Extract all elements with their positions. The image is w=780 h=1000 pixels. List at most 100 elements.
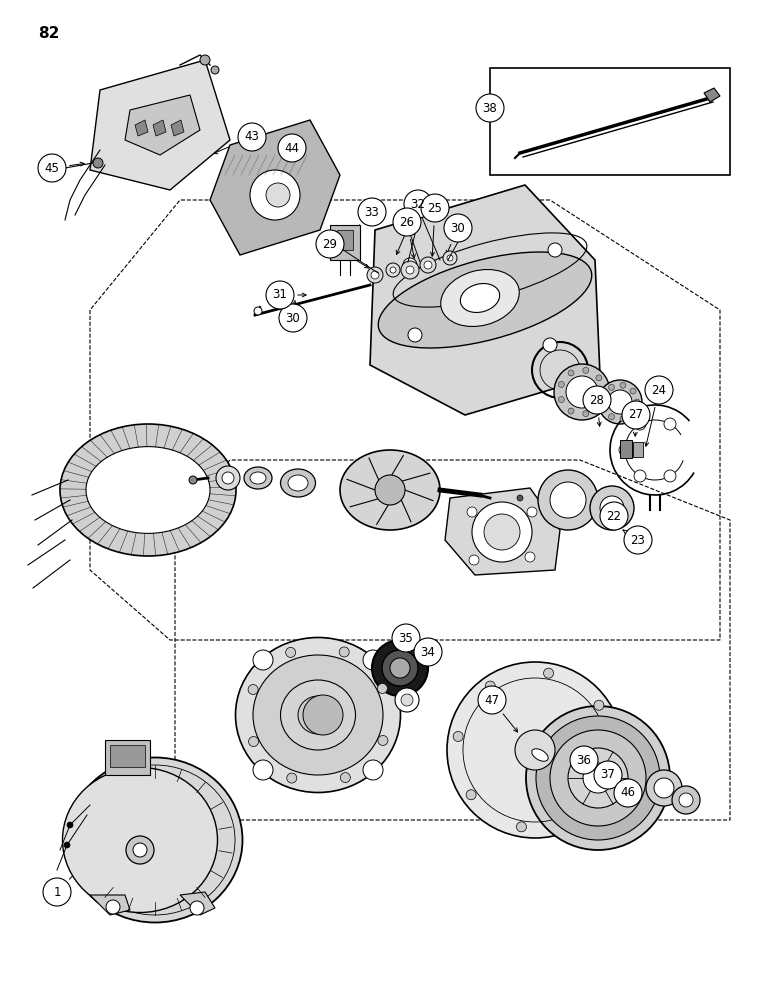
Circle shape — [453, 731, 463, 741]
Circle shape — [266, 281, 294, 309]
Circle shape — [254, 307, 262, 315]
Circle shape — [672, 786, 700, 814]
Text: 27: 27 — [629, 408, 644, 422]
Text: 47: 47 — [484, 694, 499, 706]
Bar — [330, 225, 360, 260]
Circle shape — [630, 410, 636, 416]
Text: 33: 33 — [364, 206, 379, 219]
Circle shape — [484, 514, 520, 550]
Circle shape — [544, 668, 554, 678]
Circle shape — [390, 267, 396, 273]
Text: 28: 28 — [590, 393, 604, 406]
Circle shape — [664, 418, 676, 430]
Ellipse shape — [340, 450, 440, 530]
Bar — [110, 745, 145, 767]
Circle shape — [403, 258, 417, 272]
Circle shape — [594, 700, 604, 710]
Ellipse shape — [288, 475, 308, 491]
Circle shape — [620, 382, 626, 388]
Text: 23: 23 — [630, 534, 645, 546]
Circle shape — [575, 809, 585, 819]
Circle shape — [614, 779, 642, 807]
Circle shape — [93, 158, 103, 168]
Circle shape — [390, 658, 410, 678]
Circle shape — [619, 444, 631, 456]
Circle shape — [558, 381, 564, 387]
Circle shape — [600, 502, 628, 530]
Text: 24: 24 — [651, 383, 666, 396]
Circle shape — [536, 716, 660, 840]
Circle shape — [600, 496, 624, 520]
Circle shape — [583, 411, 589, 417]
Circle shape — [216, 466, 240, 490]
Circle shape — [253, 760, 273, 780]
Circle shape — [363, 650, 383, 670]
Text: 1: 1 — [53, 886, 61, 898]
Circle shape — [316, 230, 344, 258]
Circle shape — [443, 251, 457, 265]
Circle shape — [375, 475, 405, 505]
Circle shape — [566, 376, 598, 408]
Circle shape — [447, 255, 453, 261]
Circle shape — [568, 748, 628, 808]
Circle shape — [393, 208, 421, 236]
Circle shape — [401, 261, 419, 279]
Circle shape — [601, 389, 607, 395]
Polygon shape — [90, 895, 130, 915]
Circle shape — [550, 482, 586, 518]
Text: 82: 82 — [38, 26, 59, 41]
Text: 32: 32 — [410, 198, 425, 211]
Text: 25: 25 — [427, 202, 442, 215]
Circle shape — [367, 267, 383, 283]
Circle shape — [485, 681, 495, 691]
Circle shape — [634, 399, 640, 405]
Circle shape — [392, 624, 420, 652]
Circle shape — [279, 304, 307, 332]
Circle shape — [401, 694, 413, 706]
Circle shape — [372, 640, 428, 696]
Circle shape — [408, 328, 422, 342]
Circle shape — [596, 403, 602, 409]
Circle shape — [583, 763, 613, 793]
Circle shape — [371, 271, 379, 279]
Circle shape — [601, 405, 607, 411]
Circle shape — [538, 470, 598, 530]
Circle shape — [515, 730, 555, 770]
Bar — [633, 442, 643, 457]
Polygon shape — [135, 120, 148, 136]
Circle shape — [211, 66, 219, 74]
Circle shape — [190, 901, 204, 915]
Ellipse shape — [68, 758, 243, 922]
Circle shape — [664, 470, 676, 482]
Ellipse shape — [236, 638, 400, 792]
Text: 34: 34 — [420, 646, 435, 658]
Polygon shape — [445, 488, 560, 575]
Bar — [105, 740, 150, 775]
Circle shape — [568, 408, 574, 414]
Ellipse shape — [441, 269, 519, 327]
Ellipse shape — [244, 467, 272, 489]
Polygon shape — [125, 95, 200, 155]
Circle shape — [622, 401, 650, 429]
Ellipse shape — [298, 696, 338, 734]
Circle shape — [222, 472, 234, 484]
Circle shape — [478, 686, 506, 714]
Text: 26: 26 — [399, 216, 414, 229]
Circle shape — [253, 650, 273, 670]
Circle shape — [634, 418, 646, 430]
Circle shape — [386, 263, 400, 277]
Text: 44: 44 — [285, 141, 300, 154]
Text: 43: 43 — [245, 130, 260, 143]
Circle shape — [395, 688, 419, 712]
Circle shape — [525, 552, 535, 562]
Circle shape — [67, 822, 73, 828]
Circle shape — [570, 746, 598, 774]
Circle shape — [278, 134, 306, 162]
Circle shape — [469, 555, 479, 565]
Circle shape — [517, 495, 523, 501]
Text: 37: 37 — [601, 768, 615, 782]
Circle shape — [590, 486, 634, 530]
Ellipse shape — [281, 469, 315, 497]
Circle shape — [634, 470, 646, 482]
Circle shape — [526, 706, 670, 850]
